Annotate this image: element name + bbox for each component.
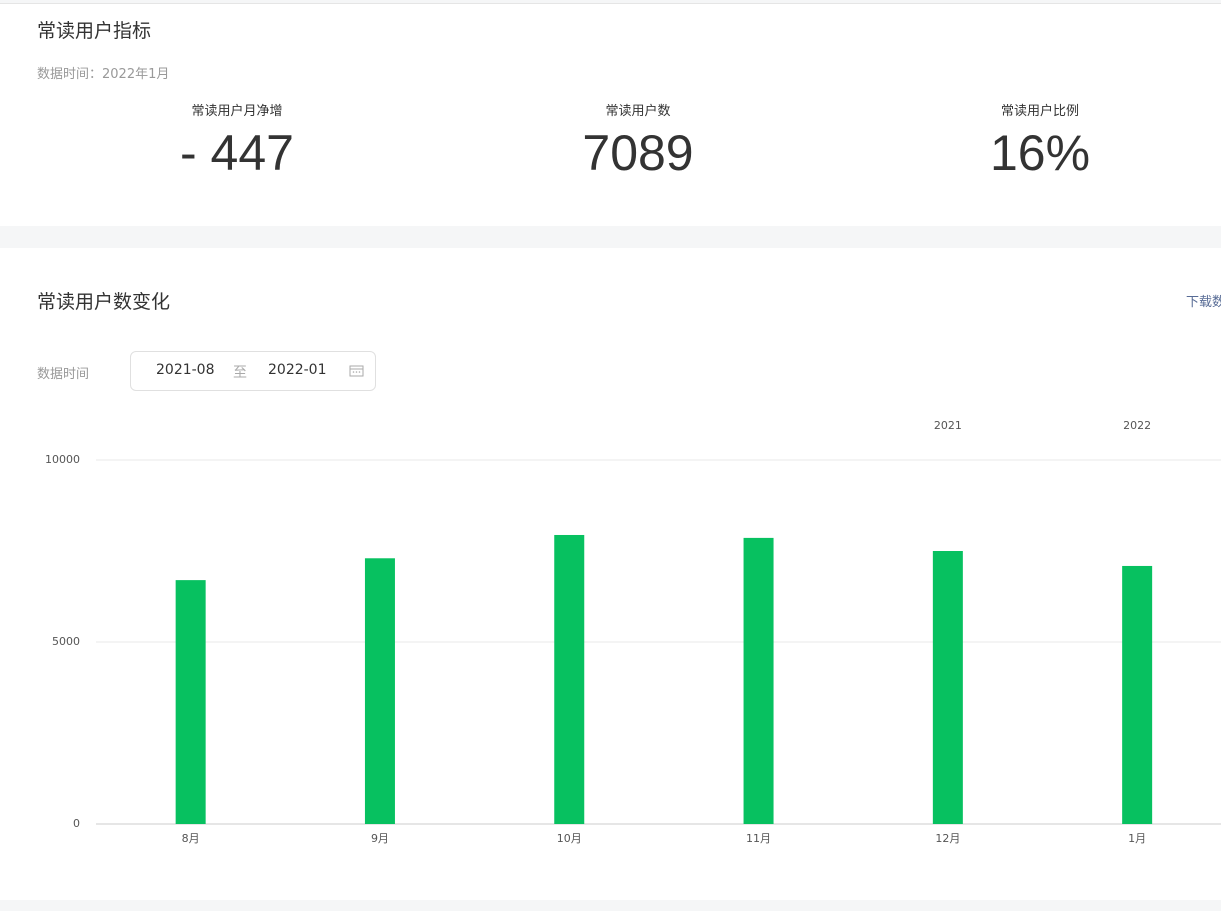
section-title: 常读用户指标: [37, 20, 152, 42]
x-tick-label: 8月: [182, 832, 200, 845]
bar: [175, 580, 206, 824]
date-separator: 至: [233, 365, 247, 381]
metric-label: 常读用户月净增: [191, 104, 283, 119]
summary-card: 常读用户指标 数据时间：2022年1月 常读用户月净增 - 447 常读用户数 …: [0, 3, 1221, 226]
metric-value: 7089: [582, 125, 694, 181]
y-tick-label: 5000: [52, 635, 80, 648]
x-tick-label: 12月: [935, 832, 960, 845]
x-tick-label: 10月: [557, 832, 582, 845]
download-link[interactable]: 下载数据: [1186, 295, 1221, 310]
x-tick-label: 11月: [746, 832, 771, 845]
year-label: 2021: [934, 419, 962, 432]
date-end[interactable]: 2022-01: [268, 362, 327, 378]
y-tick-label: 10000: [45, 453, 80, 466]
bar: [743, 537, 774, 824]
bar: [364, 558, 395, 824]
metric-value: 16%: [989, 125, 1091, 181]
bar: [932, 551, 963, 824]
section-title: 常读用户数变化: [37, 291, 171, 313]
date-label: 数据时间: [37, 367, 90, 382]
chart: 0 5000 10000 8月 9月 10月 11月 12月 2021 1月 2022: [45, 419, 1221, 845]
calendar-icon[interactable]: [349, 364, 365, 378]
x-tick-label: 9月: [371, 832, 389, 845]
metric-value: - 447: [180, 125, 294, 181]
bar: [1122, 565, 1153, 824]
y-tick-label: 0: [73, 817, 80, 830]
bar: [554, 534, 585, 824]
metric-label: 常读用户数: [605, 104, 671, 119]
date-picker[interactable]: 2021-08 至 2022-01: [130, 351, 376, 391]
date-start[interactable]: 2021-08: [156, 362, 215, 378]
year-label: 2022: [1123, 419, 1151, 432]
metric-label: 常读用户比例: [1000, 104, 1080, 119]
data-time: 数据时间：2022年1月: [37, 67, 170, 82]
x-tick-label: 1月: [1128, 832, 1146, 845]
